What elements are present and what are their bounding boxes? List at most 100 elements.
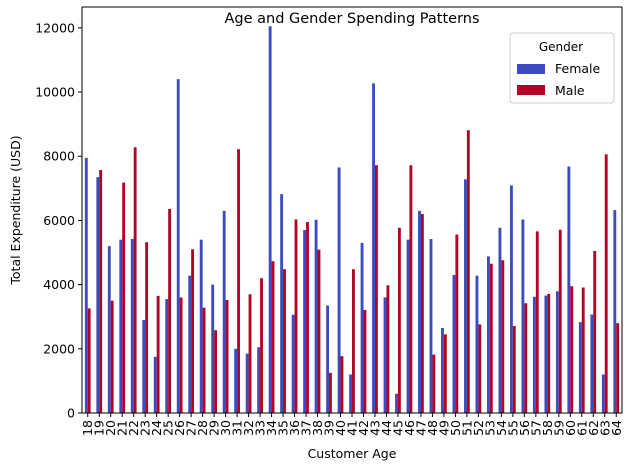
x-tick-label: 18	[80, 420, 95, 436]
bar-female-48	[429, 239, 433, 413]
x-tick-label: 30	[218, 420, 233, 436]
x-tick-label: 53	[482, 420, 497, 436]
bar-male-50	[455, 234, 459, 413]
bar-female-58	[544, 295, 548, 413]
legend-title: Gender	[539, 40, 583, 54]
legend: Gender Female Male	[509, 32, 615, 104]
bar-female-35	[280, 194, 284, 413]
bar-male-43	[374, 165, 378, 413]
x-tick-label: 35	[276, 420, 291, 436]
bar-female-46	[406, 239, 410, 413]
bar-male-53	[489, 263, 493, 413]
bar-female-50	[452, 274, 456, 413]
x-tick-label: 45	[390, 420, 405, 436]
bar-male-51	[466, 130, 470, 413]
bar-female-56	[521, 219, 525, 413]
bar-male-32	[248, 294, 252, 413]
legend-label-female: Female	[555, 61, 601, 76]
x-tick-label: 52	[471, 420, 486, 436]
bar-male-59	[558, 229, 562, 413]
bar-female-45	[395, 393, 398, 413]
bar-male-22	[133, 147, 137, 413]
bar-female-59	[555, 291, 559, 413]
bar-male-57	[535, 231, 539, 413]
bar-female-61	[578, 322, 582, 413]
x-tick-label: 64	[609, 420, 624, 436]
bar-male-35	[283, 269, 286, 413]
x-tick-label: 56	[517, 420, 532, 436]
x-tick-label: 34	[264, 420, 279, 436]
x-tick-label: 58	[540, 420, 555, 436]
x-tick-label: 48	[425, 420, 440, 436]
bar-male-18	[87, 308, 91, 413]
bar-male-63	[604, 154, 608, 413]
y-tick-label: 6000	[43, 213, 75, 228]
bar-male-37	[306, 222, 309, 413]
bar-male-48	[432, 354, 436, 413]
bar-male-30	[225, 300, 229, 413]
x-tick-label: 36	[287, 420, 302, 436]
bar-male-33	[260, 278, 263, 413]
x-tick-label: 21	[115, 420, 130, 436]
bar-female-32	[245, 353, 249, 413]
x-tick-label: 22	[126, 420, 141, 436]
x-tick-label: 54	[494, 420, 509, 436]
x-tick-label: 33	[253, 420, 268, 436]
bar-male-26	[179, 297, 183, 413]
y-tick-label: 2000	[43, 341, 75, 356]
bar-female-36	[291, 314, 295, 413]
bar-male-34	[271, 261, 275, 413]
bar-female-25	[165, 299, 169, 413]
bar-male-61	[581, 287, 585, 413]
x-tick-label: 40	[333, 420, 348, 436]
bar-female-51	[464, 179, 467, 413]
bar-male-52	[478, 324, 482, 413]
y-axis-label: Total Expenditure (USD)	[8, 135, 23, 285]
bar-male-55	[512, 326, 516, 413]
bar-female-19	[96, 177, 100, 413]
plot-frame	[81, 6, 623, 414]
bar-female-44	[383, 297, 387, 413]
legend-swatch-male	[517, 85, 545, 95]
bar-male-58	[547, 293, 551, 413]
bar-female-52	[475, 275, 479, 413]
bar-female-34	[268, 26, 272, 413]
bar-female-42	[360, 242, 364, 413]
bar-male-31	[237, 149, 240, 413]
bar-female-55	[509, 185, 513, 413]
bar-female-28	[199, 239, 203, 413]
x-tick-label: 29	[207, 420, 222, 436]
x-tick-label: 44	[379, 420, 394, 436]
bar-male-23	[145, 242, 149, 413]
bar-female-18	[84, 157, 88, 413]
bar-female-22	[130, 239, 134, 413]
bar-female-60	[567, 166, 571, 413]
bar-female-37	[303, 230, 307, 413]
y-tick-label: 12000	[35, 20, 75, 35]
bar-female-27	[188, 275, 192, 413]
bar-female-21	[119, 239, 123, 413]
bar-male-28	[202, 307, 206, 413]
bar-female-24	[153, 356, 157, 413]
x-tick-label: 49	[436, 420, 451, 436]
x-tick-label: 51	[459, 420, 474, 436]
bar-female-57	[532, 296, 536, 413]
bar-male-46	[409, 165, 413, 413]
bar-male-25	[168, 208, 172, 413]
bar-male-44	[386, 285, 390, 413]
bar-male-49	[443, 334, 447, 413]
x-tick-label: 37	[299, 420, 314, 436]
y-tick-label: 8000	[43, 149, 75, 164]
bar-male-40	[340, 356, 344, 413]
bar-female-62	[590, 314, 594, 413]
bar-female-38	[314, 219, 318, 413]
x-tick-label: 20	[103, 420, 118, 436]
chart-title: Age and Gender Spending Patterns	[224, 11, 479, 27]
bar-female-64	[613, 210, 617, 413]
x-tick-label: 59	[551, 420, 566, 436]
bar-male-39	[329, 372, 332, 413]
bar-female-20	[107, 246, 111, 413]
bar-male-20	[110, 300, 114, 413]
x-tick-label: 50	[448, 420, 463, 436]
